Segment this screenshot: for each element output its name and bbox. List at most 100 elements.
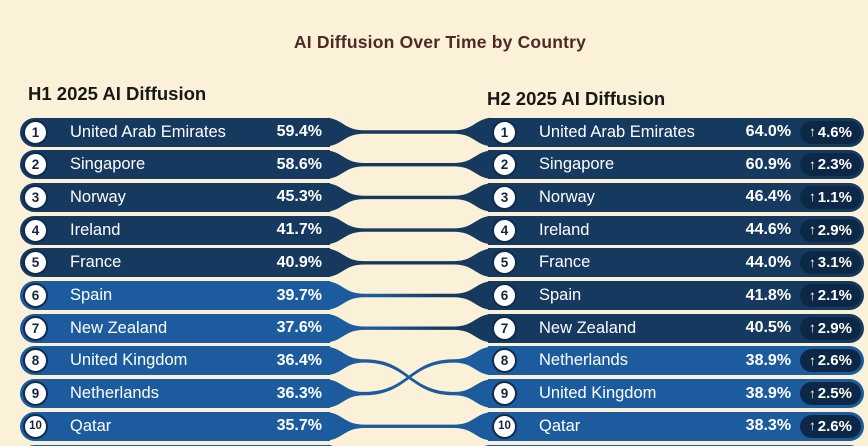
ranking-row-right: 1 United Arab Emirates 64.0% ↑ 4.6%	[488, 117, 864, 147]
change-badge: ↑ 2.5%	[800, 382, 861, 406]
ranking-row-right: 3 Norway 46.4% ↑ 1.1%	[488, 182, 864, 212]
rank-badge: 4	[492, 217, 517, 243]
ranking-row-right: 4 Ireland 44.6% ↑ 2.9%	[488, 215, 864, 245]
value-label: 46.4%	[745, 188, 792, 206]
value-label: 37.6%	[276, 319, 322, 337]
change-value-label: 2.9%	[817, 221, 852, 239]
ranking-row-left: 8 United Kingdom 36.4%	[20, 346, 330, 376]
country-label: Qatar	[539, 416, 581, 435]
rank-badge: 9	[23, 381, 48, 407]
country-label: Spain	[539, 286, 582, 304]
rank-badge: 10	[23, 413, 48, 439]
change-badge: ↑ 2.6%	[800, 349, 861, 373]
country-label: Netherlands	[539, 351, 628, 370]
value-label: 36.4%	[276, 351, 322, 369]
rank-badge: 8	[23, 348, 48, 374]
rank-badge: 10	[492, 413, 517, 439]
value-label: 44.6%	[745, 221, 792, 239]
country-label: United Kingdom	[70, 351, 188, 370]
up-arrow-icon: ↑	[809, 156, 816, 172]
rank-badge: 4	[23, 217, 48, 243]
change-value-label: 2.9%	[817, 319, 852, 337]
rank-badge: 1	[492, 119, 517, 145]
country-label: New Zealand	[539, 318, 637, 337]
country-label: Qatar	[70, 416, 112, 435]
country-label: United Arab Emirates	[539, 122, 695, 141]
value-label: 58.6%	[276, 155, 322, 173]
ranking-row-right: 8 Netherlands 38.9% ↑ 2.6%	[488, 346, 864, 376]
value-label: 38.9%	[745, 351, 792, 369]
change-badge: ↑ 2.9%	[800, 316, 861, 340]
value-label: 40.9%	[276, 253, 322, 271]
up-arrow-icon: ↑	[809, 124, 816, 139]
ranking-row-right: 7 New Zealand 40.5% ↑ 2.9%	[488, 313, 864, 343]
rank-badge: 3	[492, 184, 517, 210]
column-header-h2: H2 2025 AI Diffusion	[487, 88, 666, 109]
change-badge: ↑ 1.1%	[800, 185, 861, 209]
change-badge: ↑ 2.3%	[800, 153, 861, 177]
ranking-row-right: 2 Singapore 60.9% ↑ 2.3%	[488, 150, 864, 180]
up-arrow-icon: ↑	[809, 352, 816, 368]
rank-badge: 6	[492, 283, 517, 308]
rank-badge: 6	[23, 283, 48, 308]
value-label: 41.8%	[745, 286, 792, 304]
ranking-row-right: 6 Spain 41.8% ↑ 2.1%	[488, 281, 864, 310]
value-label: 44.0%	[745, 253, 792, 271]
ranking-row-left: 9 Netherlands 36.3%	[20, 379, 330, 409]
rank-badge: 5	[492, 250, 517, 276]
change-value-label: 2.3%	[817, 156, 852, 174]
country-label: France	[539, 253, 591, 272]
country-label: Singapore	[539, 155, 615, 174]
change-badge: ↑ 2.9%	[800, 218, 861, 242]
rank-badge: 2	[492, 152, 517, 178]
partial-row	[20, 444, 330, 446]
value-label: 40.5%	[745, 319, 792, 337]
country-label: Norway	[70, 187, 126, 206]
up-arrow-icon: ↑	[809, 222, 816, 238]
ranking-row-right: 5 France 44.0% ↑ 3.1%	[488, 248, 864, 278]
country-label: Ireland	[539, 220, 590, 239]
value-label: 35.7%	[276, 417, 322, 435]
up-arrow-icon: ↑	[809, 385, 816, 401]
ranking-row-left: 6 Spain 39.7%	[20, 281, 330, 310]
country-label: France	[70, 253, 122, 272]
country-label: Singapore	[70, 155, 146, 174]
change-value-label: 2.6%	[817, 352, 852, 370]
rank-badge: 5	[23, 250, 48, 276]
ranking-row-left: 1 United Arab Emirates 59.4%	[20, 117, 330, 147]
up-arrow-icon: ↑	[809, 254, 816, 270]
rank-badge: 9	[492, 381, 517, 407]
change-badge: ↑ 4.6%	[800, 120, 861, 144]
change-value-label: 2.5%	[817, 385, 852, 403]
value-label: 38.3%	[745, 417, 792, 435]
change-value-label: 2.1%	[817, 287, 852, 304]
country-label: Netherlands	[70, 384, 159, 403]
change-value-label: 2.6%	[817, 417, 852, 435]
country-label: Spain	[70, 286, 113, 304]
value-label: 45.3%	[276, 188, 322, 206]
value-label: 38.9%	[745, 384, 792, 402]
value-label: 64.0%	[745, 123, 792, 140]
rank-badge: 2	[23, 152, 48, 178]
change-value-label: 3.1%	[817, 254, 852, 272]
partial-row	[488, 444, 864, 446]
chart-title: AI Diffusion Over Time by Country	[293, 32, 587, 52]
up-arrow-icon: ↑	[809, 320, 816, 336]
up-arrow-icon: ↑	[809, 287, 816, 303]
country-label: United Arab Emirates	[70, 122, 226, 141]
value-label: 41.7%	[276, 221, 322, 239]
value-label: 60.9%	[745, 155, 792, 173]
change-badge: ↑ 2.6%	[800, 414, 861, 438]
country-label: New Zealand	[70, 318, 168, 337]
up-arrow-icon: ↑	[809, 418, 816, 434]
column-header-h1: H1 2025 AI Diffusion	[28, 83, 207, 104]
country-label: Norway	[539, 187, 595, 206]
country-label: United Kingdom	[539, 384, 657, 403]
ranking-row-right: 10 Qatar 38.3% ↑ 2.6%	[488, 411, 864, 441]
change-value-label: 1.1%	[817, 188, 852, 206]
ranking-row-left: 3 Norway 45.3%	[20, 182, 330, 212]
rank-badge: 1	[23, 119, 48, 145]
country-label: Ireland	[70, 220, 121, 239]
rank-badge: 8	[492, 348, 517, 374]
